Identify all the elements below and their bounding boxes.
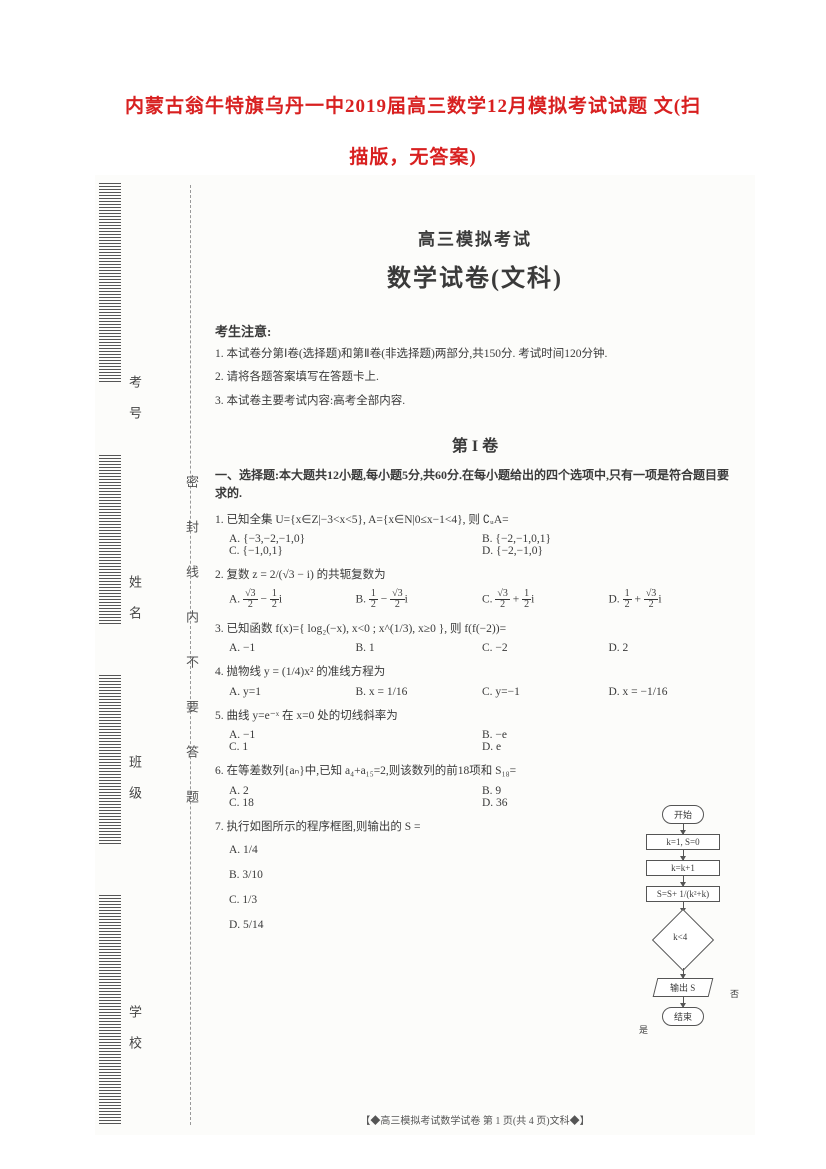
option-c: C. −2: [482, 642, 609, 654]
question-4: 4. 抛物线 y = (1/4)x² 的准线方程为: [215, 663, 735, 683]
flowchart-no-label: 否: [730, 987, 739, 1000]
question-3: 3. 已知函数 f(x)={ log₂(−x), x<0 ; x^(1/3), …: [215, 620, 735, 640]
option-a: A. y=1: [229, 686, 356, 698]
label-name: 姓名: [125, 575, 144, 637]
option-c: C. y=−1: [482, 686, 609, 698]
label-exam-number: 考号: [125, 375, 144, 437]
barcode-strip: [99, 455, 121, 625]
option-d: D. {−2,−1,0}: [482, 545, 735, 557]
flowchart-output: 输出 S: [653, 978, 714, 997]
question-1: 1. 已知全集 U={x∈Z|−3<x<5}, A={x∈N|0≤x−1<4},…: [215, 511, 735, 531]
option-d: D. 12 + √32i: [609, 589, 736, 611]
flowchart-end: 结束: [662, 1007, 704, 1026]
flowchart-sum: S=S+ 1/(k²+k): [646, 886, 720, 902]
notice-item: 1. 本试卷分第Ⅰ卷(选择题)和第Ⅱ卷(非选择题)两部分,共150分. 考试时间…: [215, 346, 735, 363]
option-b: B. {−2,−1,0,1}: [482, 533, 735, 545]
label-school: 学校: [125, 1005, 144, 1067]
option-c: C. 18: [229, 797, 482, 809]
option-c: C. {−1,0,1}: [229, 545, 482, 557]
barcode-strip: [99, 183, 121, 383]
option-a: A. √32 − 12i: [229, 589, 356, 611]
flowchart-condition: k<4: [652, 909, 714, 971]
page-footer: 【◆高三模拟考试数学试卷 第 1 页(共 4 页)文科◆】: [215, 1112, 735, 1127]
notice-heading: 考生注意:: [215, 321, 735, 340]
option-d: D. e: [482, 741, 735, 753]
question-2-options: A. √32 − 12i B. 12 − √32i C. √32 + 12i D…: [215, 589, 735, 611]
question-2: 2. 复数 z = 2/(√3 − i) 的共轭复数为: [215, 566, 735, 586]
question-5-options: A. −1 B. −e C. 1 D. e: [215, 729, 735, 753]
question-6: 6. 在等差数列{aₙ}中,已知 a₄+a₁₅=2,则该数列的前18项和 S₁₈…: [215, 762, 735, 782]
option-d: D. 2: [609, 642, 736, 654]
exam-content: 高三模拟考试 数学试卷(文科) 考生注意: 1. 本试卷分第Ⅰ卷(选择题)和第Ⅱ…: [215, 195, 735, 939]
exam-title: 高三模拟考试: [215, 225, 735, 250]
option-b: B. x = 1/16: [356, 686, 483, 698]
option-d: D. x = −1/16: [609, 686, 736, 698]
option-a: A. −1: [229, 729, 482, 741]
option-b: B. 9: [482, 785, 735, 797]
flowchart-init: k=1, S=0: [646, 834, 720, 850]
flowchart-yes-label: 是: [639, 1023, 648, 1036]
option-b: B. −e: [482, 729, 735, 741]
exam-subject: 数学试卷(文科): [215, 258, 735, 293]
scanned-page: 考号 姓名 班级 学校 密封线内不要答题 高三模拟考试 数学试卷(文科) 考生注…: [95, 175, 755, 1135]
option-a: A. 2: [229, 785, 482, 797]
option-b: B. 1: [356, 642, 483, 654]
barcode-strip: [99, 675, 121, 845]
label-class: 班级: [125, 755, 144, 817]
question-5: 5. 曲线 y=e⁻ˣ 在 x=0 处的切线斜率为: [215, 707, 735, 727]
document-subtitle: 描版，无答案): [0, 124, 826, 169]
option-a: A. −1: [229, 642, 356, 654]
section-heading: 一、选择题:本大题共12小题,每小题5分,共60分.在每小题给出的四个选项中,只…: [215, 466, 735, 502]
option-c: C. 1: [229, 741, 482, 753]
notice-item: 3. 本试卷主要考试内容:高考全部内容.: [215, 393, 735, 410]
binding-column: 考号 姓名 班级 学校: [95, 175, 175, 1135]
flowchart-start: 开始: [662, 805, 704, 824]
notice-item: 2. 请将各题答案填写在答题卡上.: [215, 369, 735, 386]
flowchart-increment: k=k+1: [646, 860, 720, 876]
option-b: B. 12 − √32i: [356, 589, 483, 611]
question-1-options: A. {−3,−2,−1,0} B. {−2,−1,0,1} C. {−1,0,…: [215, 533, 735, 557]
barcode-strip: [99, 895, 121, 1125]
volume-heading: 第 I 卷: [215, 432, 735, 456]
question-3-options: A. −1 B. 1 C. −2 D. 2: [215, 642, 735, 654]
seal-line-text: 密封线内不要答题: [182, 475, 201, 835]
option-a: A. {−3,−2,−1,0}: [229, 533, 482, 545]
flowchart: 开始 k=1, S=0 k=k+1 S=S+ 1/(k²+k) k<4 否 是 …: [623, 805, 743, 1026]
question-4-options: A. y=1 B. x = 1/16 C. y=−1 D. x = −1/16: [215, 686, 735, 698]
document-title: 内蒙古翁牛特旗乌丹一中2019届高三数学12月模拟考试试题 文(扫: [0, 0, 826, 124]
option-c: C. √32 + 12i: [482, 589, 609, 611]
